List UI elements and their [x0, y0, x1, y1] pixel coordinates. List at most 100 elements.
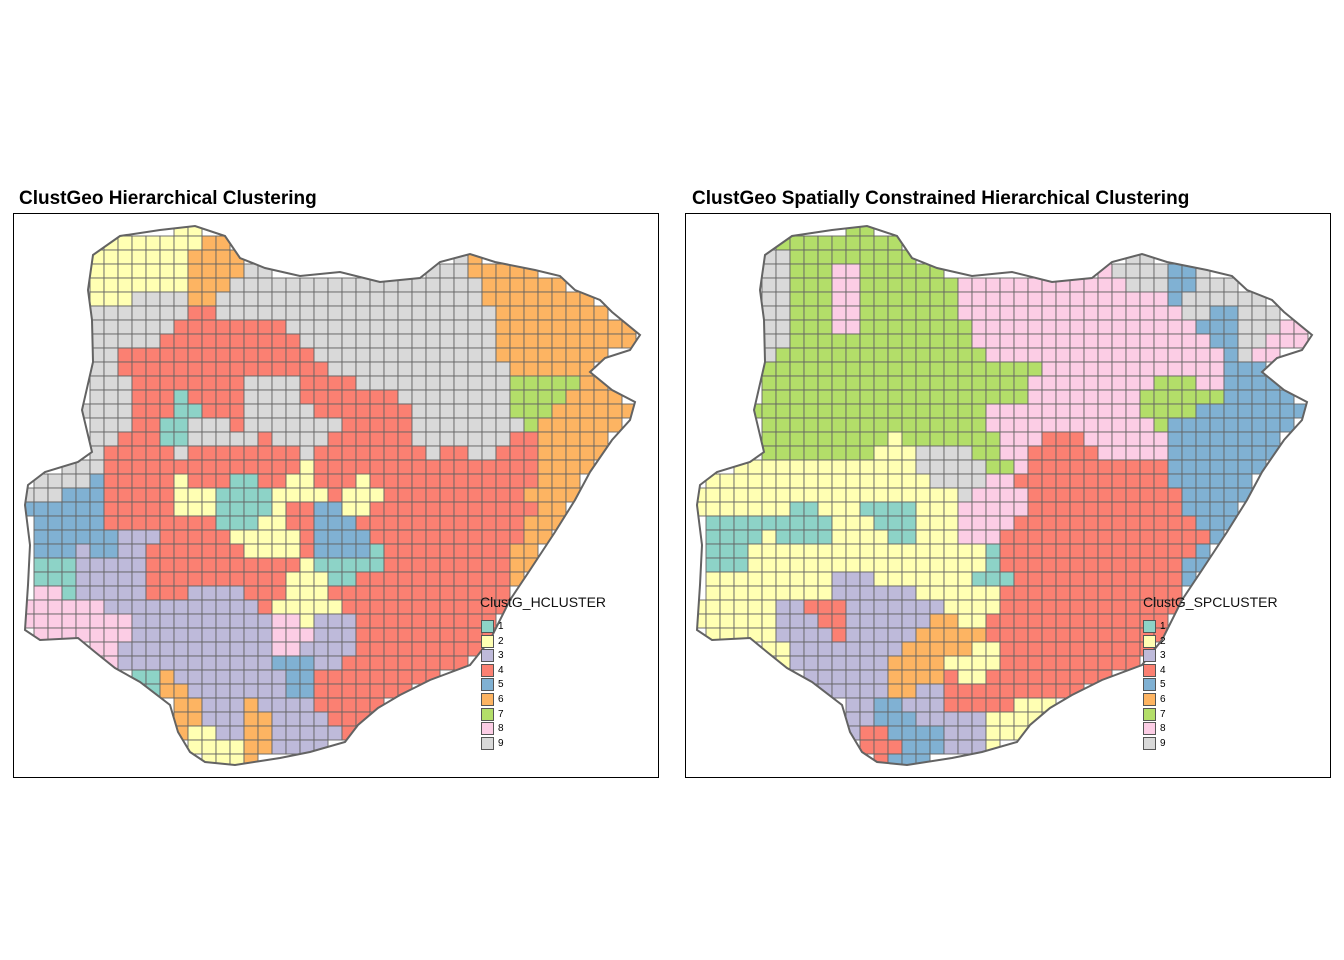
admin-region — [1097, 417, 1113, 433]
admin-region — [915, 305, 931, 321]
admin-region — [999, 403, 1015, 419]
admin-region — [1055, 473, 1071, 489]
admin-region — [1181, 403, 1197, 419]
admin-region — [943, 445, 959, 461]
admin-region — [1111, 557, 1127, 573]
admin-region — [1069, 473, 1085, 489]
admin-region — [775, 403, 791, 419]
admin-region — [859, 473, 875, 489]
admin-region — [1083, 473, 1099, 489]
admin-region — [887, 431, 903, 447]
admin-region — [817, 403, 833, 419]
legend-item: 8 — [481, 721, 504, 736]
admin-region — [999, 725, 1015, 741]
admin-region — [1069, 613, 1085, 629]
admin-region — [887, 375, 903, 391]
admin-region — [915, 487, 931, 503]
admin-region — [705, 487, 721, 503]
admin-region — [1223, 473, 1239, 489]
admin-region — [719, 515, 735, 531]
admin-region — [1125, 459, 1141, 475]
admin-region — [831, 543, 847, 559]
admin-region — [831, 487, 847, 503]
admin-region — [943, 417, 959, 433]
admin-region — [1125, 263, 1141, 279]
admin-region — [789, 585, 805, 601]
admin-region — [845, 389, 861, 405]
admin-region — [957, 725, 973, 741]
admin-region — [901, 641, 917, 657]
admin-region — [1041, 319, 1057, 335]
admin-region — [1153, 333, 1169, 349]
admin-region — [1195, 459, 1211, 475]
admin-region — [887, 599, 903, 615]
admin-region — [1097, 557, 1113, 573]
admin-region — [1083, 347, 1099, 363]
admin-region — [1153, 403, 1169, 419]
admin-region — [719, 571, 735, 587]
admin-region — [957, 487, 973, 503]
admin-region — [747, 473, 763, 489]
admin-region — [845, 655, 861, 671]
admin-region — [705, 515, 721, 531]
admin-region — [873, 697, 889, 713]
admin-region — [985, 403, 1001, 419]
admin-region — [705, 543, 721, 559]
admin-region — [1013, 669, 1029, 685]
admin-region — [1069, 543, 1085, 559]
admin-region — [1125, 333, 1141, 349]
admin-region — [957, 417, 973, 433]
admin-region — [971, 347, 987, 363]
admin-region — [1251, 459, 1267, 475]
admin-region — [957, 277, 973, 293]
admin-region — [733, 571, 749, 587]
admin-region — [789, 599, 805, 615]
admin-region — [873, 417, 889, 433]
admin-region — [1013, 683, 1029, 699]
admin-region — [887, 711, 903, 727]
map-title: ClustGeo Hierarchical Clustering — [19, 188, 317, 209]
admin-region — [929, 417, 945, 433]
admin-region — [1125, 515, 1141, 531]
admin-region — [1251, 445, 1267, 461]
admin-region — [985, 585, 1001, 601]
admin-region — [943, 683, 959, 699]
admin-region — [1027, 585, 1043, 601]
admin-region — [1013, 571, 1029, 587]
admin-region — [775, 431, 791, 447]
admin-region — [817, 235, 833, 251]
admin-region — [1111, 347, 1127, 363]
admin-region — [747, 571, 763, 587]
admin-region — [929, 445, 945, 461]
admin-region — [1097, 613, 1113, 629]
admin-region — [971, 473, 987, 489]
admin-region — [985, 725, 1001, 741]
admin-region — [901, 375, 917, 391]
admin-region — [1139, 459, 1155, 475]
admin-region — [1181, 347, 1197, 363]
admin-region — [971, 669, 987, 685]
admin-region — [1125, 375, 1141, 391]
admin-region — [901, 319, 917, 335]
admin-region — [929, 333, 945, 349]
admin-region — [1167, 263, 1183, 279]
admin-region — [1083, 417, 1099, 433]
admin-region — [1083, 375, 1099, 391]
admin-region — [1153, 417, 1169, 433]
admin-region — [845, 445, 861, 461]
admin-region — [817, 557, 833, 573]
admin-region — [733, 627, 749, 643]
admin-region — [1237, 431, 1253, 447]
admin-region — [901, 571, 917, 587]
admin-region — [901, 501, 917, 517]
admin-region — [859, 627, 875, 643]
admin-region — [1013, 333, 1029, 349]
admin-region — [1139, 277, 1155, 293]
admin-region — [775, 445, 791, 461]
admin-region — [775, 501, 791, 517]
admin-region — [1139, 291, 1155, 307]
admin-region — [705, 599, 721, 615]
admin-region — [985, 473, 1001, 489]
admin-region — [845, 319, 861, 335]
